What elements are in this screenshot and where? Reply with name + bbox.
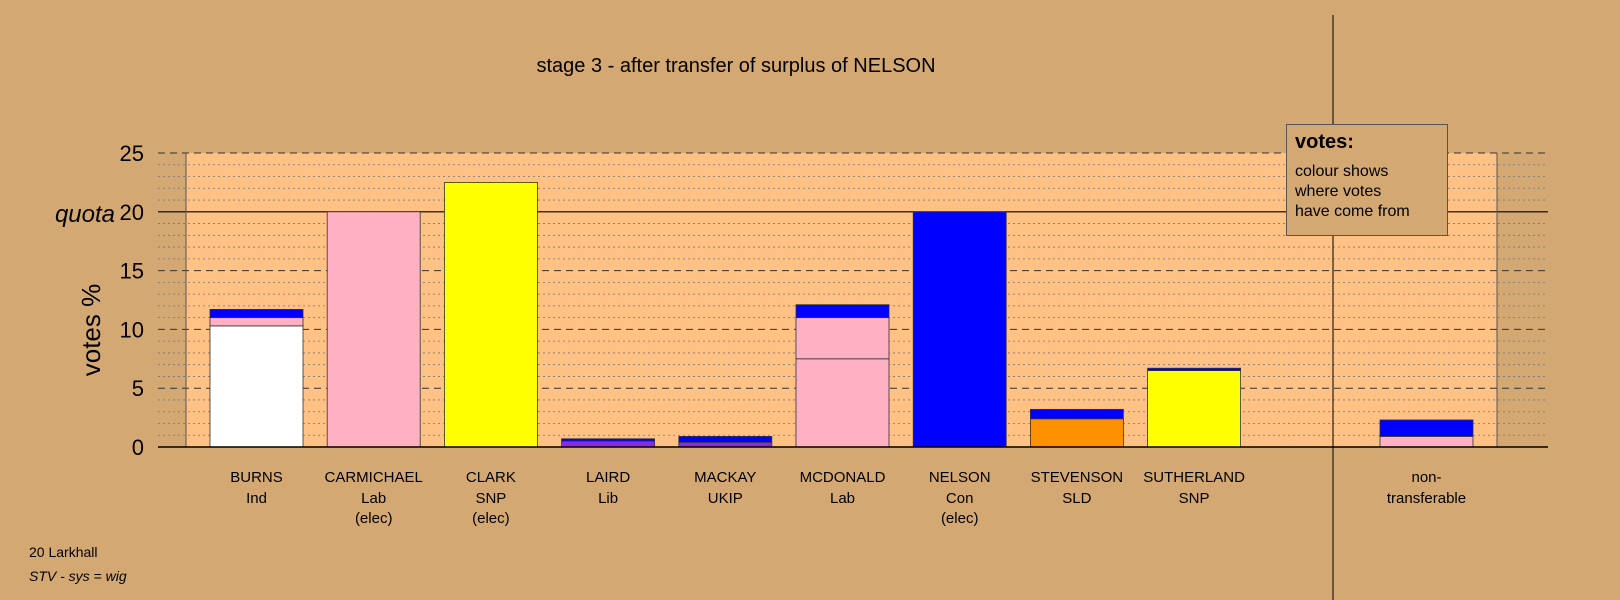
bar-segment-nontransferable-1 <box>1379 419 1474 437</box>
bar-segment-mcdonald-2 <box>795 304 890 319</box>
candidate-name-label: BURNS <box>230 469 283 486</box>
bar-segment-stevenson-0 <box>1030 418 1124 448</box>
candidate-party-label: SLD <box>1062 490 1091 507</box>
bar-segment-mcdonald-0 <box>795 358 890 448</box>
candidate-status-label: (elec) <box>355 510 393 527</box>
legend: votes: colour shows where votes have com… <box>1286 124 1448 236</box>
candidate-name-label: CARMICHAEL <box>325 469 423 486</box>
bar-segment-burns-1 <box>209 317 304 327</box>
candidate-party-label: Con <box>946 490 974 507</box>
candidate-party-label: Lib <box>598 490 618 507</box>
candidate-party-label: SNP <box>475 490 506 507</box>
legend-line-2: where votes <box>1295 183 1382 200</box>
candidate-status-label: (elec) <box>472 510 510 527</box>
nontransferable-label-2: transferable <box>1387 490 1466 507</box>
y-tick-label: 5 <box>132 376 144 401</box>
y-axis-label: votes % <box>76 284 106 377</box>
candidate-party-label: UKIP <box>708 490 743 507</box>
bar-segment-stevenson-1 <box>1030 408 1124 420</box>
candidate-name-label: NELSON <box>929 469 991 486</box>
chart-title: stage 3 - after transfer of surplus of N… <box>536 55 935 77</box>
candidate-party-label: SNP <box>1179 490 1210 507</box>
bar-segment-nontransferable-0 <box>1379 436 1474 448</box>
candidate-party-label: Lab <box>830 490 855 507</box>
y-tick-label: 20 <box>120 200 144 225</box>
bar-segment-burns-2 <box>209 309 304 319</box>
y-tick-label: 0 <box>132 435 144 460</box>
candidate-status-label: (elec) <box>941 510 979 527</box>
bar-segment-sutherland-1 <box>1147 367 1241 371</box>
legend-title: votes: <box>1295 131 1354 153</box>
bar-segment-mackay-1 <box>678 436 773 443</box>
bar-segment-laird-0 <box>561 440 655 448</box>
candidate-party-label: Lab <box>361 490 386 507</box>
quota-label: quota <box>55 201 115 228</box>
bar-segment-carmichael-0 <box>326 211 421 448</box>
ward-label: 20 Larkhall <box>29 544 98 560</box>
bar-segment-clark-0 <box>443 181 538 448</box>
bars <box>209 181 1474 448</box>
y-tick-label: 25 <box>120 141 144 166</box>
bar-segment-mcdonald-1 <box>795 317 890 360</box>
system-label: STV - sys = wig <box>29 568 127 584</box>
bar-segment-laird-1 <box>561 438 655 442</box>
candidate-name-label: STEVENSON <box>1031 469 1124 486</box>
candidate-name-label: LAIRD <box>586 469 630 486</box>
y-tick-label: 15 <box>120 259 144 284</box>
legend-line-3: have come from <box>1295 203 1410 220</box>
y-axis: 0 5 10 15 20 25 <box>120 141 144 460</box>
nontransferable-label-1: non- <box>1411 469 1441 486</box>
y-tick-label: 10 <box>120 317 144 342</box>
candidate-name-label: SUTHERLAND <box>1143 469 1245 486</box>
candidate-name-label: MACKAY <box>694 469 756 486</box>
candidate-name-label: MCDONALD <box>800 469 886 486</box>
candidate-name-label: CLARK <box>466 469 516 486</box>
x-axis: BURNS Ind CARMICHAEL Lab (elec) CLARK SNP (elec… <box>230 469 1466 527</box>
candidate-party-label: Ind <box>246 490 267 507</box>
bar-segment-burns-0 <box>209 325 304 448</box>
bar-segment-sutherland-0 <box>1147 370 1241 448</box>
bar-segment-nelson-0 <box>912 211 1007 448</box>
legend-line-1: colour shows <box>1295 163 1389 180</box>
